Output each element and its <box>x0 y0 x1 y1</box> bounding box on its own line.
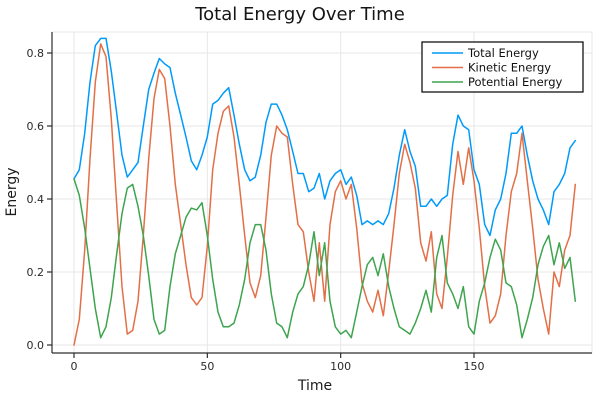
y-tick-label: 0.6 <box>27 120 45 133</box>
x-tick-label: 50 <box>200 360 214 373</box>
legend-entry-label: Total Energy <box>467 46 539 60</box>
x-tick-label: 0 <box>71 360 78 373</box>
y-axis-label: Energy <box>4 167 20 216</box>
y-tick-label: 0.8 <box>27 47 45 60</box>
series-line-kinetic-energy <box>73 43 577 346</box>
y-tick-label: 0.4 <box>27 193 45 206</box>
y-tick-label: 0.0 <box>27 339 45 352</box>
series-line-potential-energy <box>73 178 577 339</box>
legend-entry-label: Potential Energy <box>468 75 562 89</box>
legend-entry-label: Kinetic Energy <box>468 61 551 75</box>
data-series <box>73 37 577 346</box>
series-line-total-energy <box>73 37 577 237</box>
plot-frame <box>51 31 593 354</box>
x-tick-label: 150 <box>464 360 485 373</box>
axis-ticks: 0 50 100 150 0.0 0.2 0.4 0.6 0.8 <box>27 47 485 373</box>
chart-title: Total Energy Over Time <box>194 4 405 25</box>
x-tick-label: 100 <box>330 360 351 373</box>
y-tick-label: 0.2 <box>27 266 45 279</box>
x-axis-label: Time <box>297 378 332 394</box>
